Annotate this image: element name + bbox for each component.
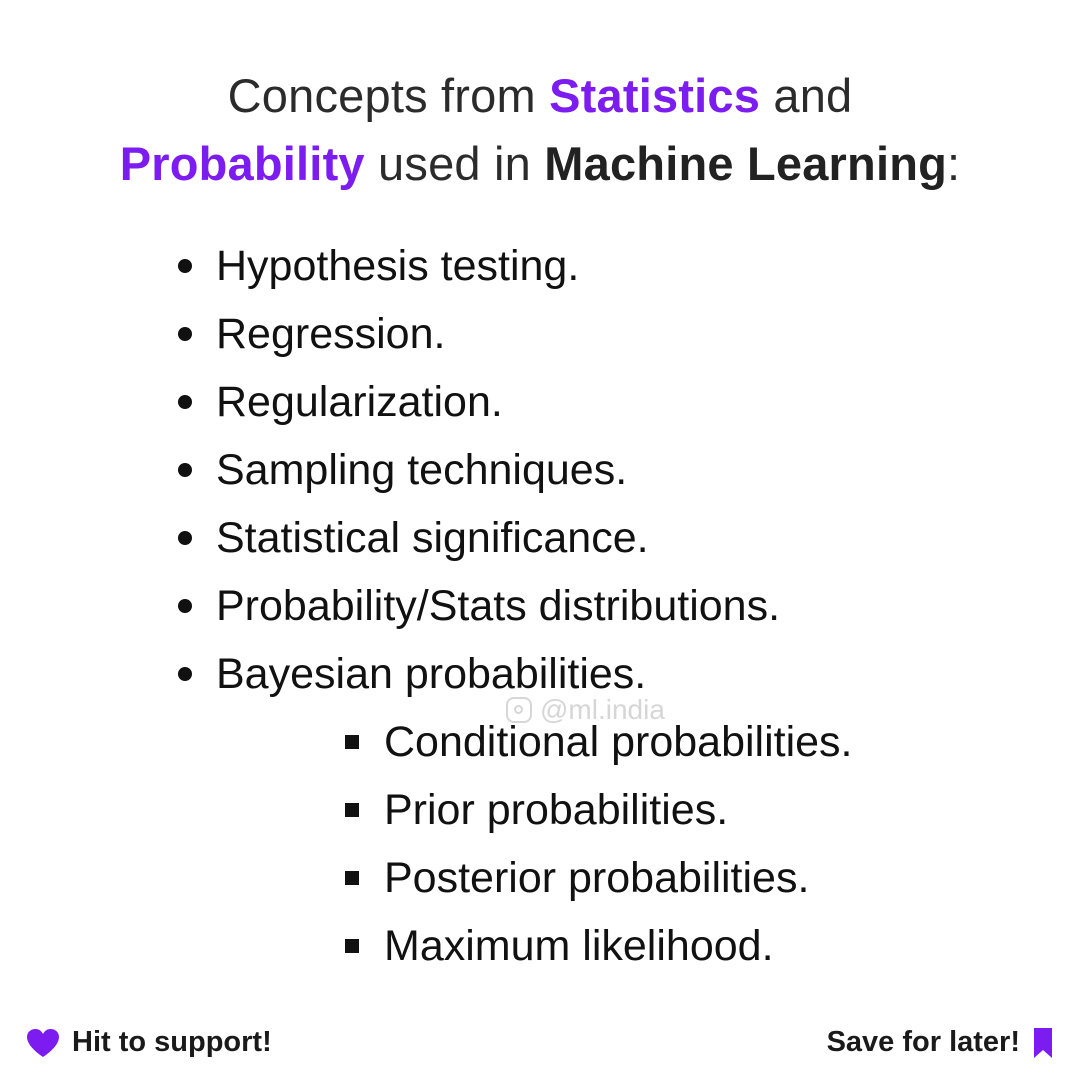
sub-list-item: Prior probabilities.: [384, 786, 729, 834]
title-highlight-probability: Probability: [119, 137, 365, 190]
title-highlight-machine-learning: Machine Learning: [544, 137, 948, 190]
title-highlight-statistics: Statistics: [549, 69, 761, 122]
list-item: Sampling techniques.: [216, 446, 628, 494]
support-text: Hit to support!: [72, 1026, 272, 1058]
bullet-dot: [178, 327, 192, 341]
page-title: Concepts from Statistics and Probability…: [0, 62, 1080, 198]
sub-bullet-square: [345, 871, 359, 885]
list-item: Hypothesis testing.: [216, 242, 580, 290]
bullet-dot: [178, 259, 192, 273]
title-part-4: :: [947, 137, 961, 190]
bookmark-icon[interactable]: [1032, 1027, 1054, 1059]
heart-icon[interactable]: [26, 1028, 60, 1058]
instagram-icon: [506, 697, 532, 723]
sub-list-item: Maximum likelihood.: [384, 922, 774, 970]
bullet-dot: [178, 599, 192, 613]
list-item: Regularization.: [216, 378, 503, 426]
save-action[interactable]: Save for later!: [827, 1026, 1054, 1059]
list-item: Statistical significance.: [216, 514, 649, 562]
sub-bullet-square: [345, 803, 359, 817]
support-action[interactable]: Hit to support!: [26, 1026, 272, 1059]
title-part-3: used in: [364, 137, 545, 190]
watermark: @ml.india: [506, 694, 665, 726]
save-text: Save for later!: [826, 1026, 1020, 1058]
title-part-1: Concepts from: [227, 69, 550, 122]
sub-bullet-square: [345, 735, 359, 749]
list-item: Probability/Stats distributions.: [216, 582, 781, 630]
bullet-dot: [178, 463, 192, 477]
list-item: Bayesian probabilities.: [216, 650, 647, 698]
bullet-dot: [178, 531, 192, 545]
bullet-dot: [178, 395, 192, 409]
list-item: Regression.: [216, 310, 446, 358]
watermark-handle: @ml.india: [540, 694, 665, 725]
title-part-2: and: [760, 69, 853, 122]
sub-list-item: Conditional probabilities.: [384, 718, 853, 766]
sub-list-item: Posterior probabilities.: [384, 854, 810, 902]
bullet-dot: [178, 667, 192, 681]
sub-bullet-square: [345, 939, 359, 953]
